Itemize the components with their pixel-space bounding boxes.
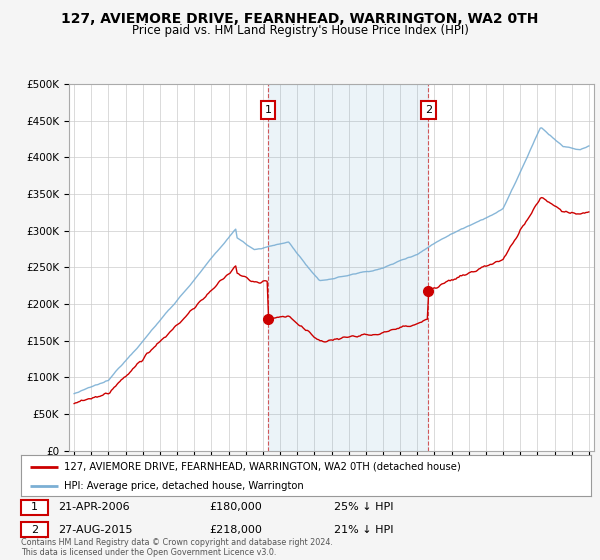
Text: 21-APR-2006: 21-APR-2006 xyxy=(58,502,130,512)
Text: Contains HM Land Registry data © Crown copyright and database right 2024.
This d: Contains HM Land Registry data © Crown c… xyxy=(21,538,333,557)
Text: 1: 1 xyxy=(31,502,38,512)
Text: 25% ↓ HPI: 25% ↓ HPI xyxy=(335,502,394,512)
Text: 1: 1 xyxy=(265,105,272,115)
Bar xyxy=(268,84,428,451)
Text: £180,000: £180,000 xyxy=(209,502,262,512)
FancyBboxPatch shape xyxy=(21,522,49,537)
Text: 21% ↓ HPI: 21% ↓ HPI xyxy=(335,525,394,535)
Text: £218,000: £218,000 xyxy=(209,525,262,535)
Text: 2: 2 xyxy=(31,525,38,535)
Text: 127, AVIEMORE DRIVE, FEARNHEAD, WARRINGTON, WA2 0TH: 127, AVIEMORE DRIVE, FEARNHEAD, WARRINGT… xyxy=(61,12,539,26)
Text: 2: 2 xyxy=(425,105,432,115)
FancyBboxPatch shape xyxy=(21,500,49,515)
Text: HPI: Average price, detached house, Warrington: HPI: Average price, detached house, Warr… xyxy=(64,480,304,491)
Text: 27-AUG-2015: 27-AUG-2015 xyxy=(58,525,133,535)
Text: Price paid vs. HM Land Registry's House Price Index (HPI): Price paid vs. HM Land Registry's House … xyxy=(131,24,469,36)
Text: 127, AVIEMORE DRIVE, FEARNHEAD, WARRINGTON, WA2 0TH (detached house): 127, AVIEMORE DRIVE, FEARNHEAD, WARRINGT… xyxy=(64,461,461,472)
